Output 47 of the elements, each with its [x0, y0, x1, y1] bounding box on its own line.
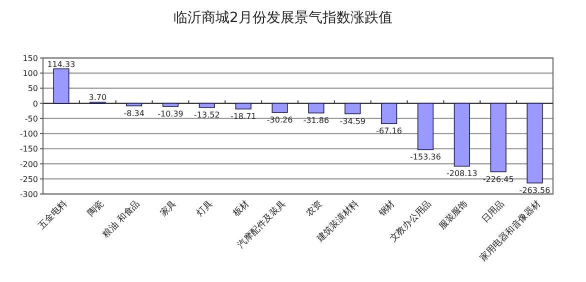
x-tick-label: 家具: [158, 198, 179, 219]
data-label: -8.34: [124, 108, 144, 118]
bar: [454, 102, 470, 167]
y-tick-label: -150: [20, 144, 38, 154]
y-tick-label: 100: [22, 69, 38, 78]
bar: [526, 102, 543, 184]
data-label: 3.70: [88, 93, 107, 102]
data-label: -31.86: [303, 116, 330, 125]
data-label: -34.59: [340, 116, 366, 126]
x-tick-label: 日用品: [480, 198, 506, 226]
y-tick-label: -200: [20, 160, 38, 169]
bar: [162, 102, 179, 107]
bar: [308, 102, 324, 114]
x-tick-label: 灯具: [194, 198, 216, 219]
bar: [490, 102, 506, 172]
data-label: -10.39: [158, 109, 184, 118]
y-tick-label: -100: [20, 130, 38, 139]
bar: [53, 68, 70, 104]
y-tick-label: 50: [28, 84, 38, 94]
bar: [126, 102, 142, 106]
x-tick-label: 陶瓷: [85, 198, 106, 219]
data-label: -153.36: [410, 152, 441, 162]
data-label: -30.26: [266, 115, 293, 124]
x-tick-label: 板材: [230, 198, 252, 220]
data-label: -208.13: [446, 169, 478, 178]
chart-title: 临沂商城2月份发展景气指数涨跌值: [174, 10, 392, 26]
bar: [381, 102, 398, 124]
data-label: 114.33: [47, 60, 76, 69]
data-label: -226.45: [482, 174, 514, 184]
data-label: -13.52: [194, 110, 220, 120]
x-tick-label: 钢材: [376, 198, 398, 220]
y-tick-label: 150: [22, 54, 38, 63]
y-tick-label: 0: [32, 99, 38, 108]
data-label: -263.56: [519, 186, 550, 195]
bar: [272, 102, 288, 113]
bar: [235, 102, 252, 110]
data-label: -67.16: [376, 126, 402, 136]
x-tick-label: 农资: [304, 198, 324, 219]
y-tick-label: -300: [20, 190, 38, 199]
bar: [344, 102, 361, 114]
x-tick-label: 服装服饰: [436, 198, 470, 232]
bar: [417, 102, 434, 150]
data-label: -18.71: [230, 112, 256, 121]
y-tick-label: -50: [24, 114, 38, 124]
x-tick-label: 五金电料: [36, 198, 70, 232]
y-tick-label: -250: [20, 174, 38, 184]
bar: [198, 102, 215, 108]
